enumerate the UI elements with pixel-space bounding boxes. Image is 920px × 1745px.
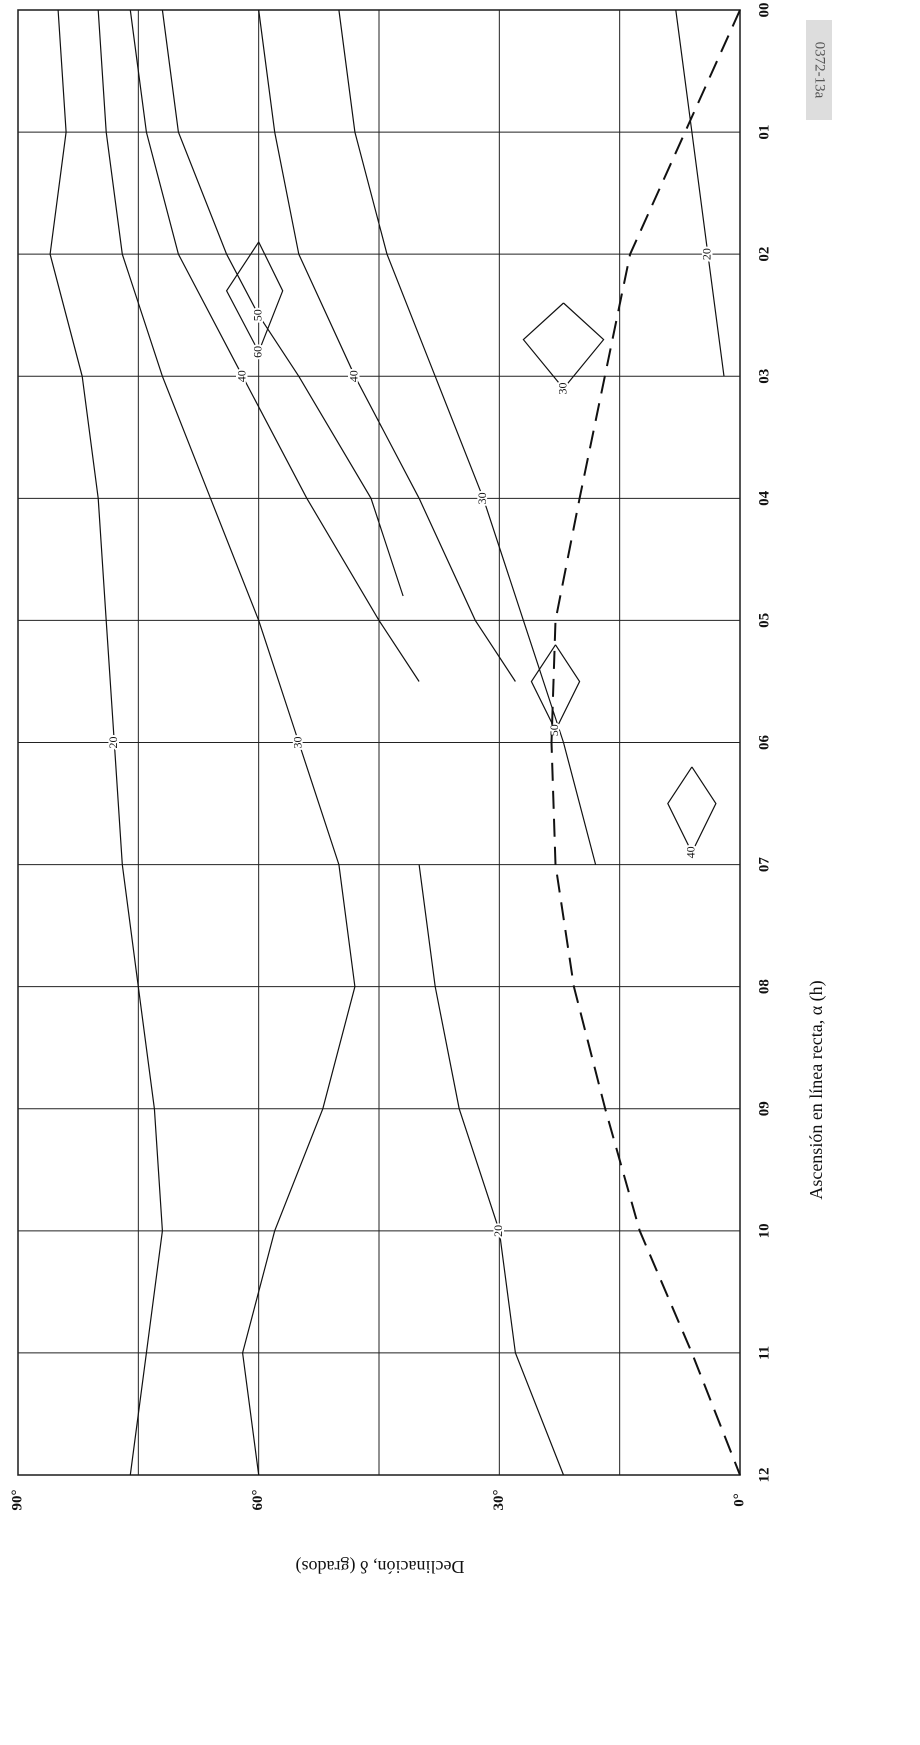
x-axis-label: Ascensión en línea recta, α (h) [806,980,827,1199]
contour-label: 30 [475,492,489,504]
y-axis-label: Declinación, δ (grados) [296,1556,465,1577]
contour-line [225,241,284,354]
x-tick-label: 08 [756,979,772,994]
x-tick-label: 10 [756,1223,772,1238]
contour-label: 40 [347,370,361,382]
contour-label: 20 [491,1225,505,1237]
contour-label: 50 [547,724,561,736]
dashed-line [550,9,741,1476]
y-tick-label: 90° [9,1490,25,1511]
x-tick-label: 00 [756,3,772,18]
y-tick-label: 0° [731,1493,747,1507]
contour-label: 30 [555,382,569,394]
contour-label: 20 [106,737,120,749]
x-tick-label: 04 [756,490,772,506]
contour-line [338,9,597,865]
contour-label: 40 [684,846,698,858]
x-tick-label: 01 [756,125,772,140]
contour-line [530,644,581,732]
contour-line [522,302,605,390]
x-tick-label: 02 [756,247,772,262]
x-tick-label: 11 [756,1346,772,1360]
x-tick-label: 07 [756,857,772,873]
contour-line [258,9,516,682]
contour-label: 40 [234,370,248,382]
contour-label: 50 [250,309,264,321]
figure-note: 0372-13a [812,42,828,99]
y-tick-label: 30° [491,1490,507,1511]
contour-line [418,864,565,1476]
note-box [806,20,832,120]
contour-label: 60 [250,346,264,358]
contour-line [667,766,717,854]
contour-line [49,9,164,1476]
y-tick-label: 60° [250,1490,266,1511]
x-tick-label: 03 [756,369,772,384]
contour-line [129,9,420,682]
contour-line [97,9,356,1476]
x-tick-label: 12 [756,1468,772,1483]
contour-line [675,9,725,377]
x-tick-label: 06 [756,735,772,751]
x-tick-label: 09 [756,1101,772,1116]
contour-label: 20 [700,248,714,260]
contour-label: 30 [291,737,305,749]
x-tick-label: 05 [756,613,772,628]
contour-line [161,9,404,597]
